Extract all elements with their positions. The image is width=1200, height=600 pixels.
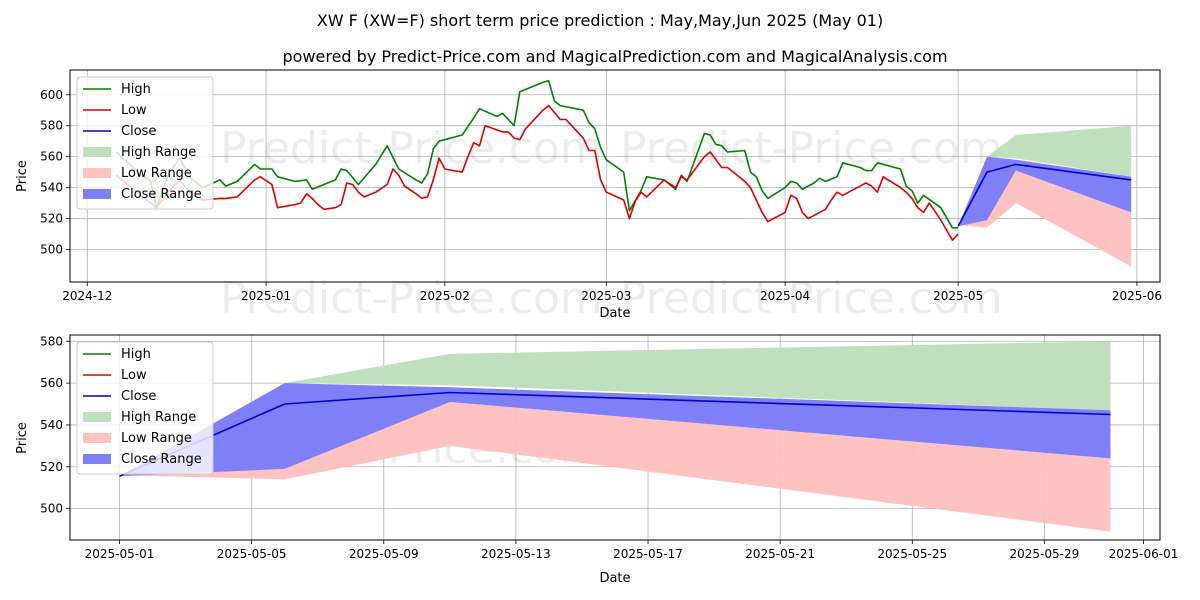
chart-subtitle: powered by Predict-Price.com and Magical… [282,47,947,66]
x-tick-label: 2025-05-25 [877,547,947,561]
x-tick-label: 2025-02 [420,289,470,303]
legend-swatch-high-range [83,147,111,157]
x-tick-label: 2025-05-13 [481,547,551,561]
x-tick-label: 2025-05 [933,289,983,303]
legend-label-low-range: Low Range [121,166,192,181]
legend-label-close-range: Close Range [121,452,202,467]
y-tick-label: 500 [40,243,63,257]
legend-label-low: Low [121,368,147,383]
y-tick-label: 580 [40,334,63,348]
x-tick-label: 2025-05-21 [745,547,815,561]
legend-label-low: Low [121,103,147,118]
legend-swatch-high-range [83,412,111,422]
x-tick-label: 2025-05-01 [85,547,155,561]
high-range-area [958,125,1132,227]
legend-swatch-close-range [83,189,111,199]
plot-frame-top [69,69,1161,283]
x-tick-label: 2025-06 [1112,289,1162,303]
x-axis-label-top: Date [599,306,630,321]
x-tick-label: 2025-05-05 [217,547,287,561]
bottom-panel: Predict-Price.com Predict-Price.com 2025… [15,334,1178,586]
legend-label-close: Close [121,124,156,139]
chart-title: XW F (XW=F) short term price prediction … [317,11,883,30]
low-range-area [958,170,1132,267]
y-axis-label-top: Price [15,160,30,192]
top-panel: Predict-Price.com Predict-Price.com Pred… [15,69,1162,324]
y-tick-label: 560 [40,376,63,390]
y-tick-label: 560 [40,150,63,164]
y-tick-label: 540 [40,418,63,432]
low-series-line [115,104,959,241]
plot-frame-bottom [69,334,1161,541]
x-tick-label: 2025-06-01 [1109,547,1179,561]
x-tick-label: 2025-01 [241,289,291,303]
legend-label-high: High [121,347,151,362]
y-tick-label: 600 [40,88,63,102]
y-tick-label: 520 [40,212,63,226]
watermark-top-1: Predict-Price.com [220,123,603,174]
x-tick-label: 2025-05-09 [349,547,419,561]
high-range-area [119,341,1111,477]
legend-label-high: High [121,82,151,97]
legend-label-high-range: High Range [121,410,196,425]
legend-label-high-range: High Range [121,145,196,160]
x-tick-label: 2025-05-17 [613,547,683,561]
low-range-area [119,401,1111,532]
close-series-line [957,163,1132,227]
y-tick-label: 500 [40,502,63,516]
legend-label-low-range: Low Range [121,431,192,446]
legend-label-close: Close [121,389,156,404]
legend-label-close-range: Close Range [121,187,202,202]
x-tick-label: 2025-04 [760,289,810,303]
y-tick-label: 520 [40,460,63,474]
y-tick-label: 540 [40,181,63,195]
legend-swatch-close-range [83,454,111,464]
y-axis-label-bottom: Price [15,422,30,454]
legend-swatch-low-range [83,433,111,443]
watermark-top-2: Predict-Price.com [620,123,1003,174]
legend-swatch-low-range [83,168,111,178]
x-axis-label-bottom: Date [599,571,630,586]
high-series-line [115,80,959,229]
x-tick-label: 2025-05-29 [1010,547,1080,561]
x-tick-label: 2025-03 [581,289,631,303]
y-tick-label: 580 [40,119,63,133]
x-tick-label: 2024-12 [62,289,112,303]
